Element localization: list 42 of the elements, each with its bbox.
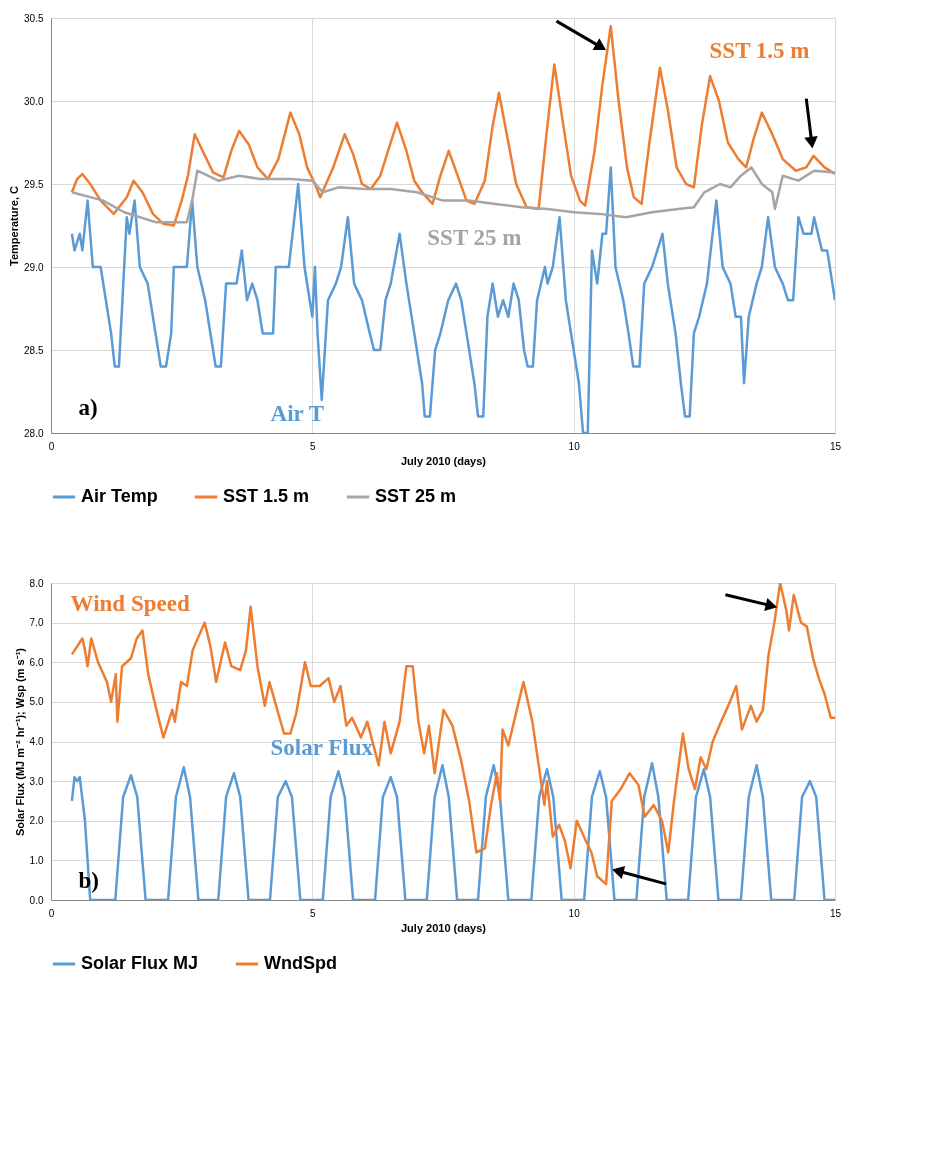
y-axis-title: Temperature, C [8,186,21,266]
y-tick-label: 30.5 [24,12,44,24]
y-tick-label: 30.0 [24,95,44,107]
x-tick-label: 15 [829,907,842,919]
annotation: Solar Flux [270,734,374,760]
annotation: SST 1.5 m [709,38,810,64]
y-tick-label: 2.0 [29,815,44,827]
x-tick-label: 0 [48,907,55,919]
legend-label: SST 1.5 m [223,486,310,506]
x-tick-label: 15 [829,440,842,452]
y-tick-label: 4.0 [29,736,44,747]
annotation: a) [78,395,98,421]
x-tick-label: 10 [568,440,581,452]
y-tick-label: 28.5 [24,344,44,356]
y-tick-label: 7.0 [29,617,44,629]
y-axis-title: Solar Flux (MJ m⁻² hr⁻¹); Wsp (m s⁻¹) [13,647,26,836]
line-series [70,166,835,433]
y-tick-label: 0.0 [29,894,44,906]
line-series [70,762,835,900]
line-series [70,25,835,227]
y-tick-label: 28.0 [24,427,44,439]
legend-label: SST 25 m [375,486,457,506]
y-tick-label: 29.5 [24,178,44,190]
y-tick-label: 29.0 [24,261,44,273]
x-axis-title: July 2010 (days) [401,454,487,467]
x-axis-title: July 2010 (days) [401,921,487,934]
y-tick-label: 3.0 [29,775,44,787]
y-tick-label: 1.0 [29,854,44,866]
y-tick-label: 5.0 [29,696,44,708]
x-tick-label: 5 [310,440,317,452]
x-tick-label: 5 [310,907,317,919]
annotation: Wind Speed [70,590,190,616]
x-tick-label: 10 [568,907,581,919]
legend-label: Air Temp [81,486,158,506]
line-series [70,166,835,224]
y-tick-label: 6.0 [29,656,44,668]
annotation: Air T [270,401,324,427]
annotation: SST 25 m [427,224,522,250]
y-tick-label: 8.0 [29,577,44,589]
x-tick-label: 0 [48,440,55,452]
legend-label: WndSpd [264,953,337,973]
legend-label: Solar Flux MJ [81,953,199,973]
